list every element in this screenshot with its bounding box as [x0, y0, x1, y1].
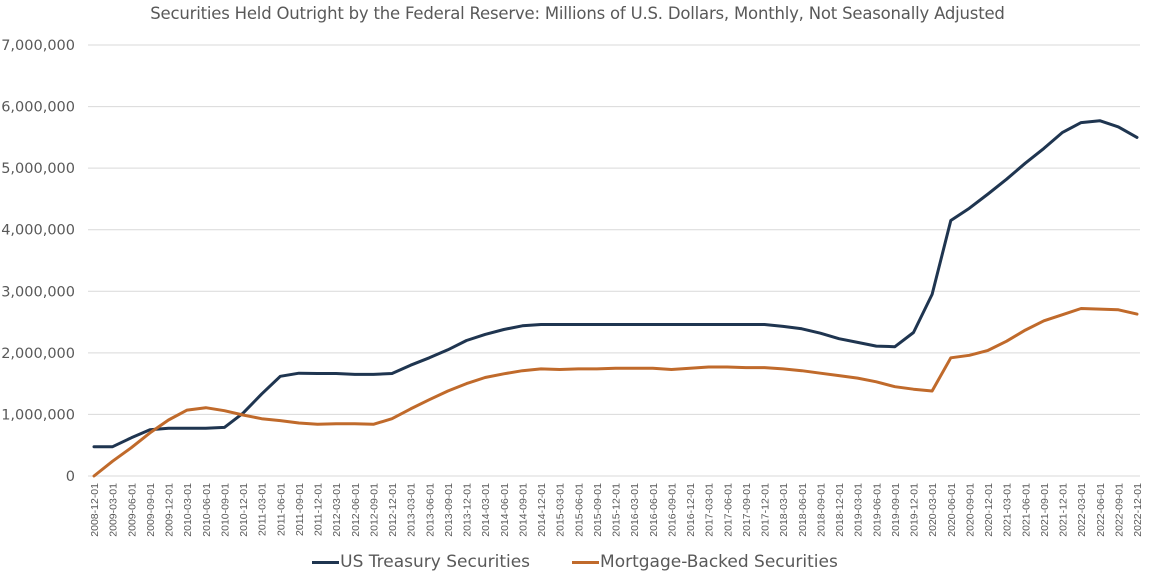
x-tick-label: 2020-09-01: [964, 483, 976, 537]
x-tick-label: 2010-03-01: [182, 483, 194, 537]
x-tick-label: 2021-03-01: [1002, 483, 1014, 537]
chart-title: Securities Held Outright by the Federal …: [150, 4, 1005, 23]
x-tick-label: 2010-06-01: [201, 483, 213, 537]
x-tick-label: 2012-12-01: [387, 483, 399, 537]
y-tick-label: 5,000,000: [1, 161, 75, 177]
series-lines: [92, 119, 1139, 478]
x-tick-label: 2016-03-01: [629, 483, 641, 537]
x-tick-label: 2018-09-01: [815, 483, 827, 537]
x-tick-label: 2012-06-01: [350, 483, 362, 537]
series-line-mbs: [92, 307, 1139, 478]
x-tick-label: 2012-03-01: [331, 483, 343, 537]
x-tick-label: 2021-06-01: [1020, 483, 1032, 537]
x-tick-label: 2016-09-01: [666, 483, 678, 537]
x-tick-label: 2015-06-01: [573, 483, 585, 537]
gridlines: [88, 44, 1140, 477]
legend-swatch-mbs: [572, 560, 600, 564]
y-axis-ticks: 0 1,000,000 2,000,000 3,000,000 4,000,000 5,0…: [1, 38, 75, 485]
y-tick-label: 7,000,000: [1, 38, 75, 54]
x-tick-label: 2014-03-01: [480, 483, 492, 537]
x-tick-label: 2020-03-01: [927, 483, 939, 537]
x-tick-label: 2014-12-01: [536, 483, 548, 537]
legend-item-mbs: Mortgage-Backed Securities: [572, 552, 838, 572]
x-tick-label: 2014-06-01: [499, 483, 511, 537]
x-tick-label: 2010-09-01: [219, 483, 231, 537]
x-tick-label: 2013-03-01: [406, 483, 418, 537]
x-tick-label: 2016-06-01: [648, 483, 660, 537]
x-tick-label: 2013-06-01: [424, 483, 436, 537]
x-tick-label: 2009-03-01: [108, 483, 120, 537]
x-tick-label: 2017-03-01: [704, 483, 716, 537]
x-tick-label: 2019-12-01: [909, 483, 921, 537]
x-tick-label: 2019-09-01: [890, 483, 902, 537]
x-tick-label: 2017-06-01: [722, 483, 734, 537]
x-tick-label: 2011-12-01: [313, 483, 325, 536]
x-tick-label: 2022-12-01: [1132, 483, 1144, 537]
x-tick-label: 2020-12-01: [983, 483, 995, 537]
x-tick-label: 2021-09-01: [1039, 483, 1051, 537]
x-tick-label: 2018-12-01: [834, 483, 846, 537]
x-tick-label: 2011-06-01: [275, 483, 287, 536]
y-tick-label: 2,000,000: [1, 346, 75, 362]
y-tick-label: 0: [66, 469, 75, 485]
y-tick-label: 4,000,000: [1, 223, 75, 239]
legend: US Treasury Securities Mortgage-Backed S…: [0, 552, 1150, 572]
legend-label-mbs: Mortgage-Backed Securities: [600, 552, 838, 572]
x-tick-label: 2013-09-01: [443, 483, 455, 537]
x-tick-label: 2021-12-01: [1058, 483, 1070, 537]
x-tick-label: 2014-09-01: [517, 483, 529, 537]
x-tick-label: 2008-12-01: [89, 483, 101, 537]
x-tick-label: 2022-06-01: [1095, 483, 1107, 537]
x-tick-label: 2020-06-01: [946, 483, 958, 537]
x-axis-ticks: 2008-12-01 2009-03-01 2009-06-01 2009-09-01…: [89, 483, 1144, 537]
x-tick-label: 2015-09-01: [592, 483, 604, 537]
x-tick-label: 2022-03-01: [1076, 483, 1088, 537]
x-tick-label: 2017-12-01: [760, 483, 772, 537]
legend-swatch-treasury: [312, 560, 340, 564]
y-tick-label: 1,000,000: [1, 407, 75, 423]
x-tick-label: 2018-06-01: [797, 483, 809, 537]
x-tick-label: 2009-06-01: [126, 483, 138, 537]
legend-label-treasury: US Treasury Securities: [340, 552, 531, 572]
x-tick-label: 2012-09-01: [368, 483, 380, 537]
x-tick-label: 2016-12-01: [685, 483, 697, 537]
x-tick-label: 2011-09-01: [294, 483, 306, 536]
x-tick-label: 2009-09-01: [145, 483, 157, 537]
series-line-treasury: [92, 119, 1139, 449]
y-tick-label: 6,000,000: [1, 100, 75, 116]
x-tick-label: 2017-09-01: [741, 483, 753, 537]
x-tick-label: 2013-12-01: [462, 483, 474, 537]
x-tick-label: 2011-03-01: [257, 483, 269, 536]
x-tick-label: 2009-12-01: [164, 483, 176, 537]
legend-item-treasury: US Treasury Securities: [312, 552, 530, 572]
x-tick-label: 2018-03-01: [778, 483, 790, 537]
x-tick-label: 2010-12-01: [238, 483, 250, 537]
x-tick-label: 2015-12-01: [611, 483, 623, 537]
x-tick-label: 2019-06-01: [871, 483, 883, 537]
x-tick-label: 2015-03-01: [555, 483, 567, 537]
x-tick-label: 2019-03-01: [853, 483, 865, 537]
x-tick-label: 2022-09-01: [1113, 483, 1125, 537]
y-tick-label: 3,000,000: [1, 284, 75, 300]
